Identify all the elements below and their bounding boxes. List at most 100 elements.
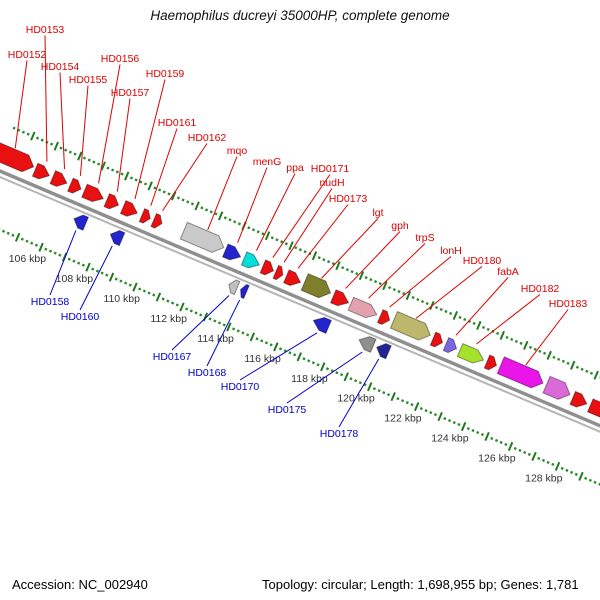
gene-arrow-menG[interactable] <box>221 243 244 263</box>
ruler-dot <box>593 480 597 484</box>
ruler-dot <box>167 192 171 196</box>
gene-arrow[interactable] <box>586 398 600 425</box>
gene-label-HD0173[interactable]: HD0173 <box>329 193 368 205</box>
gene-arrow-HD0175[interactable] <box>356 333 377 353</box>
gene-label-HD0154[interactable]: HD0154 <box>41 61 80 73</box>
ruler-dot <box>59 146 63 150</box>
ruler-major-tick <box>170 191 177 201</box>
gene-label-fabA[interactable]: fabA <box>497 266 519 278</box>
gene-arrow-HD0180[interactable] <box>389 310 433 344</box>
gene-label-HD0153[interactable]: HD0153 <box>26 24 65 36</box>
ruler-dot <box>349 377 353 381</box>
gene-arrow-HD0162[interactable] <box>150 212 165 230</box>
ruler-major-tick <box>155 292 162 302</box>
gene-label-HD0168[interactable]: HD0168 <box>188 367 227 379</box>
gene-label-HD0183[interactable]: HD0183 <box>549 298 588 310</box>
gene-arrow-lonH[interactable] <box>376 309 393 327</box>
ruler-dot <box>355 272 359 276</box>
ruler-major-tick <box>320 362 326 372</box>
ruler-dot <box>255 337 259 341</box>
gene-arrow-HD0178[interactable] <box>374 341 392 360</box>
gene-arrow-HD0152[interactable] <box>0 139 37 176</box>
gene-arrow-HD0156[interactable] <box>81 183 106 205</box>
ruler-dot <box>152 293 156 297</box>
gene-arrow-HD0183[interactable] <box>496 356 546 392</box>
gene-arrow-HD0159[interactable] <box>119 199 140 220</box>
gene-label-HD0180[interactable]: HD0180 <box>463 255 502 267</box>
gene-label-HD0156[interactable]: HD0156 <box>101 53 140 65</box>
gene-arrow-ppa[interactable] <box>240 251 262 271</box>
ruler-dot <box>293 353 297 357</box>
gene-label-HD0171[interactable]: HD0171 <box>311 163 350 175</box>
gene-arrow-HD0160[interactable] <box>108 228 126 247</box>
gene-label-HD0159[interactable]: HD0159 <box>146 68 185 80</box>
leader-line-lonH <box>389 256 452 308</box>
gene-arrow[interactable] <box>429 331 445 349</box>
gene-arrow-HD0153[interactable] <box>31 162 52 182</box>
ruler-dot <box>87 158 91 162</box>
gene-label-ppa[interactable]: ppa <box>286 162 304 174</box>
ruler-dot <box>34 243 38 247</box>
ruler-label: 126 kbp <box>478 452 516 464</box>
gene-label-lgt[interactable]: lgt <box>372 207 383 219</box>
gene-arrow[interactable] <box>542 375 574 403</box>
gene-arrow-HD0155[interactable] <box>67 177 84 195</box>
gene-arrow-nudH[interactable] <box>272 264 286 281</box>
gene-arrow-HD0154[interactable] <box>49 170 70 190</box>
ruler-dot <box>241 331 245 335</box>
ruler-dot <box>161 297 165 301</box>
ruler-dot <box>236 329 240 333</box>
page-title: Haemophilus ducreyi 35000HP, complete ge… <box>150 8 450 23</box>
ruler-dot <box>186 200 190 204</box>
gene-arrow-fabA[interactable] <box>442 336 459 355</box>
ruler-dot <box>124 281 128 285</box>
gene-label-HD0157[interactable]: HD0157 <box>111 87 150 99</box>
gene-arrow-HD0173[interactable] <box>282 269 304 289</box>
gene-label-HD0170[interactable]: HD0170 <box>221 381 260 393</box>
gene-arrow[interactable] <box>483 354 499 372</box>
gene-label-HD0161[interactable]: HD0161 <box>158 117 197 129</box>
ruler-major-tick <box>578 471 584 481</box>
gene-arrow-lgt[interactable] <box>300 273 334 302</box>
gene-label-HD0167[interactable]: HD0167 <box>153 351 192 363</box>
gene-arrow-gph[interactable] <box>329 289 352 309</box>
ruler-dot <box>11 233 15 237</box>
gene-label-HD0152[interactable]: HD0152 <box>8 49 47 61</box>
ruler-major-tick <box>499 330 505 340</box>
ruler-dot <box>425 301 429 306</box>
gene-label-HD0160[interactable]: HD0160 <box>61 311 100 323</box>
gene-arrow-HD0170[interactable] <box>311 314 333 334</box>
gene-label-HD0175[interactable]: HD0175 <box>268 404 307 416</box>
gene-label-gph[interactable]: gph <box>391 220 409 232</box>
ruler-dot <box>288 351 292 355</box>
gene-arrow-HD0171[interactable] <box>259 259 276 277</box>
gene-arrow-trpS[interactable] <box>347 296 379 321</box>
gene-label-mqo[interactable]: mqo <box>227 145 248 157</box>
gene-label-HD0155[interactable]: HD0155 <box>69 74 108 86</box>
gene-label-menG[interactable]: menG <box>253 156 282 168</box>
gene-label-HD0182[interactable]: HD0182 <box>521 283 560 295</box>
gene-label-lonH[interactable]: lonH <box>440 245 462 257</box>
gene-label-HD0158[interactable]: HD0158 <box>31 296 70 308</box>
ruler-dot <box>21 130 26 134</box>
gene-arrow-HD0158[interactable] <box>71 212 90 231</box>
gene-arrow-mqo[interactable] <box>179 221 227 256</box>
ruler-major-tick <box>273 342 279 352</box>
leader-line-gph <box>345 231 401 289</box>
gene-label-HD0162[interactable]: HD0162 <box>188 132 227 144</box>
gene-arrow-HD0182[interactable] <box>456 342 486 367</box>
gene-arrow-HD0167[interactable] <box>226 278 241 296</box>
ruler-dot <box>565 468 569 472</box>
ruler-major-tick <box>124 171 130 181</box>
gene-arrow-HD0161[interactable] <box>138 207 153 225</box>
gene-arrow-HD0157[interactable] <box>103 193 121 212</box>
ruler-dot <box>153 186 157 190</box>
gene-arrow[interactable] <box>569 390 590 410</box>
gene-label-HD0178[interactable]: HD0178 <box>320 428 359 440</box>
gene-arrow-HD0168[interactable] <box>238 283 250 300</box>
gene-label-nudH[interactable]: nudH <box>319 177 344 189</box>
ruler-dot <box>190 202 195 206</box>
ruler-major-tick <box>30 131 36 141</box>
gene-label-trpS[interactable]: trpS <box>415 232 434 244</box>
